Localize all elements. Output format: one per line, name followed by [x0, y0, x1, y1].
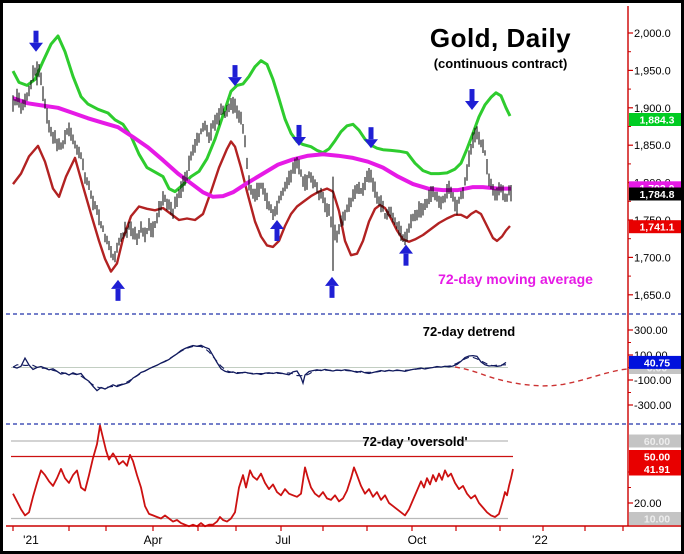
y-tick-label: -100.00 [634, 375, 671, 387]
upper-band-line [11, 34, 512, 194]
gold-price-panel-ticks: 2,000.01,950.01,900.01,850.01,800.01,750… [628, 28, 671, 302]
chart-subtitle: (continuous contract) [433, 56, 568, 71]
scale-badge: 10.00 [629, 512, 681, 526]
scale-badge: 50.00 [629, 450, 681, 464]
x-axis-labels: '21 Apr Jul Oct '22 [23, 533, 548, 547]
y-tick-label: 1,700.0 [634, 252, 671, 264]
svg-text:60.00: 60.00 [644, 436, 670, 448]
scale-badge: 60.00 [629, 434, 681, 448]
chart-title: Gold, Daily [429, 23, 572, 53]
detrend-forecast-line [454, 366, 630, 387]
lower-band-line [12, 140, 511, 273]
svg-text:10.00: 10.00 [644, 514, 670, 526]
svg-text:41.91: 41.91 [644, 464, 670, 476]
detrend-lines [12, 344, 630, 392]
detrend-annotation: 72-day detrend [422, 324, 516, 339]
ma-average-annotation: 72-day moving average [438, 271, 593, 287]
x-axis-label: Jul [275, 533, 290, 547]
gridlines [11, 367, 513, 520]
y-tick-label: -300.00 [634, 400, 671, 412]
gold-price-panel-badges: 1,793.01,884.31,784.81,741.1 [629, 113, 681, 234]
y-tick-label: 1,900.0 [634, 103, 671, 115]
scale-badge: 1,784.8 [629, 187, 681, 201]
svg-text:1,784.8: 1,784.8 [639, 189, 674, 201]
svg-text:1,884.3: 1,884.3 [639, 115, 674, 127]
price-bars [12, 61, 512, 271]
price-bands [11, 34, 512, 273]
panel-separators [6, 313, 681, 425]
detrend-line [12, 344, 507, 392]
x-axis-label: '21 [23, 533, 39, 547]
svg-text:1,741.1: 1,741.1 [639, 222, 674, 234]
axes [6, 6, 681, 531]
oversold-annotation: 72-day 'oversold' [362, 434, 468, 449]
oversold-line [12, 424, 514, 528]
scale-badge: 1,884.3 [629, 113, 681, 127]
signal-arrows [29, 30, 479, 301]
x-axis-label: '22 [532, 533, 548, 547]
sell-arrow [29, 30, 43, 52]
buy-arrow [111, 279, 125, 301]
buy-arrow [270, 220, 284, 241]
scale-badge: 40.75 [629, 355, 681, 369]
y-tick-label: 1,850.0 [634, 140, 671, 152]
detrend-panel-badges: 0.0040.75 [629, 355, 681, 375]
ma-line [12, 96, 511, 199]
x-axis-label: Oct [408, 533, 427, 547]
buy-arrow [399, 244, 413, 266]
y-tick-label: 20.00 [634, 498, 662, 510]
y-tick-label: 2,000.0 [634, 28, 671, 40]
sell-arrow [364, 127, 378, 149]
y-tick-label: 1,650.0 [634, 290, 671, 302]
oversold-panel-ticks: 20.00 [628, 471, 662, 510]
sell-arrow [292, 124, 306, 146]
sell-arrow [465, 89, 479, 111]
chart-canvas: '21 Apr Jul Oct '22 2,000.0 1,950.0 1,900.0 1,85… [6, 6, 681, 547]
x-axis-label: Apr [144, 533, 163, 547]
svg-text:50.00: 50.00 [644, 452, 670, 464]
scale-badge: 1,741.1 [629, 220, 681, 234]
y-tick-label: 1,950.0 [634, 65, 671, 77]
sell-arrow [228, 65, 242, 87]
y-tick-label: 300.00 [634, 325, 668, 337]
buy-arrow [325, 276, 339, 298]
scale-badge: 41.91 [629, 462, 681, 476]
oversold-lines [12, 424, 514, 528]
svg-text:40.75: 40.75 [644, 357, 670, 369]
detrend-smoothed-line [12, 345, 507, 389]
